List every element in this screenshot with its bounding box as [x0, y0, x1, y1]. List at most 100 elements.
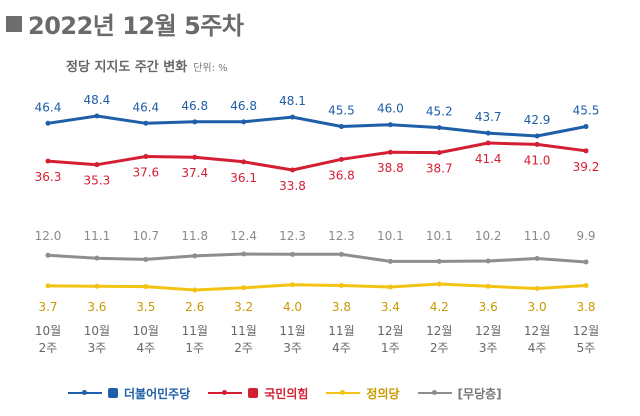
data-point [290, 167, 296, 173]
data-label: 12.0 [35, 229, 62, 243]
data-point [583, 283, 589, 288]
data-point [338, 156, 344, 162]
data-point [192, 154, 198, 160]
series-line-2 [47, 252, 587, 264]
data-point [583, 148, 589, 154]
data-label: 42.9 [524, 113, 551, 127]
data-label: 11.8 [181, 229, 208, 243]
data-point [143, 154, 149, 159]
red-flag-logo-icon [248, 388, 259, 398]
data-point [338, 283, 344, 288]
data-label: 3.8 [332, 300, 351, 314]
x-tick-label: 11월 [182, 324, 208, 338]
data-label: 3.0 [528, 300, 547, 314]
data-point [94, 255, 100, 261]
legend-item-unaffiliated: [무당층] [417, 385, 502, 402]
data-label: 9.9 [576, 229, 595, 243]
data-label: 38.8 [377, 161, 404, 175]
data-point [143, 120, 149, 126]
data-point [94, 283, 100, 289]
data-label: 11.1 [84, 229, 111, 243]
data-point [192, 287, 198, 293]
series-line-3 [47, 282, 587, 292]
data-point [290, 114, 296, 120]
data-point [387, 149, 393, 155]
data-point [387, 284, 393, 290]
data-label: 4.0 [283, 300, 302, 314]
x-tick-label: 1주 [185, 341, 204, 355]
data-label: 36.1 [230, 171, 257, 185]
legend-line-icon [208, 390, 243, 395]
legend-line-icon [417, 390, 452, 395]
data-point [338, 124, 344, 130]
x-tick-label: 11월 [279, 324, 305, 338]
x-tick-label: 12월 [475, 324, 501, 338]
chart-subtitle: 정당 지지도 주간 변화 [66, 60, 188, 75]
data-point [241, 119, 247, 125]
data-label: 45.2 [426, 105, 453, 119]
title-area: 2022년 12월 5주차 [6, 6, 244, 41]
data-point [94, 113, 100, 119]
legend-dot-icon [222, 390, 228, 395]
data-point [143, 284, 149, 290]
data-point [94, 162, 100, 168]
data-point [290, 251, 296, 257]
data-point [241, 159, 247, 165]
data-label: 3.6 [87, 300, 106, 314]
legend-dot-icon [82, 390, 87, 395]
data-point [143, 256, 149, 262]
x-tick-label: 11월 [328, 324, 354, 338]
legend-label: [무당층] [457, 386, 502, 401]
x-tick-label: 10월 [133, 324, 159, 338]
data-point [338, 251, 344, 257]
data-point [583, 259, 589, 265]
x-tick-label: 3주 [88, 341, 107, 355]
data-point [290, 282, 296, 288]
data-label: 12.3 [279, 229, 306, 243]
data-point [241, 251, 247, 257]
legend-line-icon [326, 390, 361, 395]
legend-label: 정의당 [366, 386, 400, 401]
x-tick-label: 4주 [136, 341, 155, 355]
legend-line-icon [68, 390, 102, 395]
data-point [583, 124, 589, 130]
x-tick-label: 3주 [283, 341, 302, 355]
data-point [436, 125, 442, 131]
title-square-icon [6, 15, 22, 32]
data-label: 3.6 [479, 300, 498, 314]
data-label: 3.7 [38, 300, 57, 314]
data-label: 3.4 [381, 300, 400, 314]
data-label: 46.4 [132, 100, 159, 114]
square-logo-icon [108, 388, 118, 398]
data-label: 46.8 [230, 99, 257, 113]
data-label: 36.3 [35, 170, 62, 184]
data-point [436, 281, 442, 287]
x-tick-label: 12월 [426, 324, 452, 338]
data-label: 46.4 [35, 100, 62, 114]
data-label: 2.6 [185, 300, 204, 314]
x-tick-label: 4주 [332, 341, 351, 355]
data-label: 45.5 [328, 104, 355, 118]
x-tick-label: 2주 [39, 341, 58, 355]
legend: 더불어민주당 국민의힘 정의당 [무당층] [68, 382, 568, 404]
data-label: 33.8 [279, 179, 306, 193]
data-label: 48.1 [279, 94, 306, 108]
series-line-0 [47, 114, 587, 138]
data-label: 3.8 [576, 300, 595, 314]
data-point [387, 122, 393, 128]
data-point [192, 119, 198, 125]
data-label: 10.2 [475, 229, 502, 243]
data-label: 45.5 [573, 104, 600, 118]
data-point [485, 130, 491, 136]
data-label: 4.2 [430, 300, 449, 314]
data-label: 35.3 [84, 174, 111, 188]
data-point [45, 120, 51, 126]
data-label: 37.6 [132, 166, 159, 180]
data-point [436, 150, 442, 156]
x-tick-label: 2주 [234, 341, 253, 355]
data-point [45, 252, 51, 258]
data-label: 3.2 [234, 300, 253, 314]
data-point [436, 258, 442, 264]
chart-title: 2022년 12월 5주차 [28, 12, 244, 40]
data-point [534, 255, 540, 261]
